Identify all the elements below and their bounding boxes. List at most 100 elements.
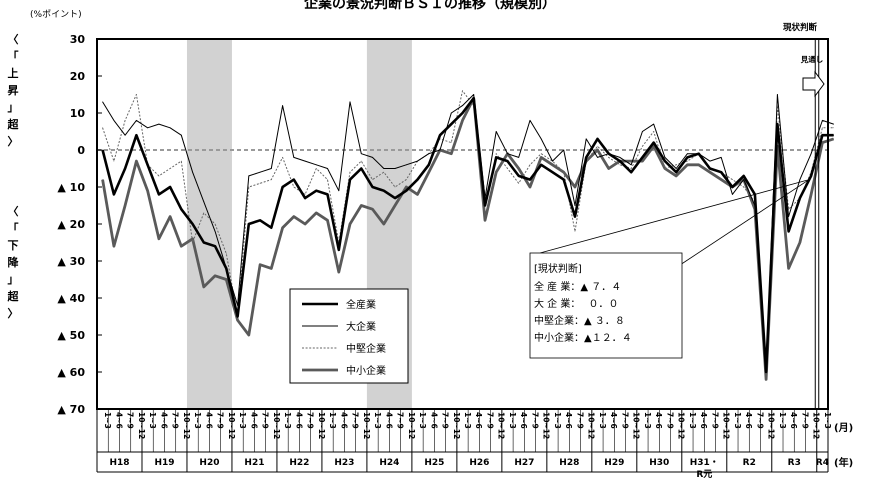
series-point: [597, 138, 598, 140]
series-point: [394, 186, 396, 188]
series-point: [338, 249, 340, 251]
series-point: [563, 149, 565, 151]
quarter-label: 1~3: [418, 412, 427, 429]
series-point: [574, 186, 576, 188]
y-caption-char: 」: [8, 273, 19, 286]
quarter-label: 7~9: [710, 412, 719, 429]
series-point: [720, 157, 722, 158]
series-point: [102, 149, 104, 151]
y-tick-label: ▲ 40: [57, 292, 85, 305]
ylabel-upper: 〈「上昇」超〉: [7, 33, 20, 148]
series-point: [563, 179, 565, 181]
series-point: [799, 197, 801, 199]
series-point: [293, 157, 295, 158]
series-point: [158, 175, 160, 177]
quarter-label: 7~9: [665, 412, 674, 429]
series-point: [675, 171, 677, 173]
series-point: [248, 223, 250, 225]
outlook-label: 見通し: [800, 54, 824, 64]
series-line: [101, 96, 835, 381]
series-point: [304, 223, 306, 225]
x-unit-year: (年): [834, 456, 853, 469]
series-point: [113, 120, 115, 121]
series-point: [124, 205, 126, 206]
legend-label: 中堅企業: [346, 342, 386, 355]
year-label: H28: [559, 458, 579, 468]
series-point: [619, 164, 621, 166]
series-point: [810, 175, 812, 177]
series-point: [799, 179, 801, 181]
series-point: [709, 171, 711, 173]
quarter-label: 1~3: [283, 412, 292, 429]
y-tick-label: 30: [70, 33, 86, 46]
series-point: [653, 145, 655, 147]
series-point: [259, 182, 261, 184]
series-point: [237, 319, 238, 321]
series-point: [608, 157, 610, 158]
year-label: H20: [199, 458, 219, 468]
series-point: [428, 171, 430, 173]
x-unit-month: (月): [834, 422, 853, 434]
series-point: [203, 286, 205, 288]
series-point: [259, 219, 261, 221]
quarter-label: 7~9: [261, 412, 270, 429]
series-point: [821, 134, 823, 136]
series-point: [282, 186, 283, 188]
quarter-label: 1~3: [238, 412, 247, 429]
series-point: [293, 179, 295, 181]
series-point: [270, 227, 272, 229]
series-point: [360, 153, 362, 155]
quarter-label: 10~12: [542, 412, 551, 439]
series-point: [687, 157, 688, 158]
series-point: [405, 190, 407, 192]
quarter-label: 7~9: [171, 412, 180, 429]
series-point: [630, 160, 632, 162]
quarter-label: 1~3: [598, 412, 607, 429]
legend-item: 中小企業: [302, 364, 386, 377]
year-label: H27: [514, 458, 534, 468]
legend-item: 中堅企業: [302, 342, 386, 355]
series-point: [574, 231, 576, 232]
series-point: [248, 334, 250, 336]
year-label: H31・: [690, 458, 719, 468]
series-point: [698, 153, 700, 155]
series-point: [349, 101, 351, 103]
series-point: [709, 160, 711, 162]
series-point: [192, 171, 193, 173]
quarter-label: 10~12: [182, 412, 191, 439]
y-tick-label: ▲ 20: [57, 218, 85, 231]
series-point: [619, 160, 621, 162]
series-point: [529, 179, 531, 181]
series-point: [428, 153, 430, 155]
series-point: [518, 175, 520, 177]
series-point: [327, 194, 328, 195]
quarter-label: 4~6: [744, 412, 753, 429]
annotation-line: 全 産 業：▲ ７．４: [534, 280, 621, 293]
series-point: [270, 168, 272, 169]
series-point: [304, 194, 306, 195]
series-point: [135, 94, 137, 95]
series-point: [630, 168, 632, 169]
y-caption-char: 〈: [8, 33, 19, 46]
y-caption-char: 下: [8, 239, 19, 252]
series-point: [664, 168, 666, 169]
series-point: [664, 157, 666, 158]
series-point: [552, 160, 553, 162]
quarter-label: 4~6: [789, 412, 798, 429]
year-label: H18: [109, 458, 129, 468]
series-point: [282, 227, 283, 229]
series-point: [383, 223, 385, 225]
series-point: [158, 123, 160, 125]
series-point: [203, 212, 205, 214]
series-point: [833, 123, 835, 125]
series-point: [180, 134, 182, 136]
quarter-label: 4~6: [699, 412, 708, 429]
series-point: [540, 157, 542, 158]
y-caption-char: 〉: [8, 307, 19, 320]
outlook-arrow-icon: [802, 70, 825, 98]
quarter-label: 4~6: [609, 412, 618, 429]
y-caption-char: 降: [8, 255, 20, 269]
series-line: [101, 96, 834, 374]
quarter-label: 1~3: [553, 412, 562, 429]
